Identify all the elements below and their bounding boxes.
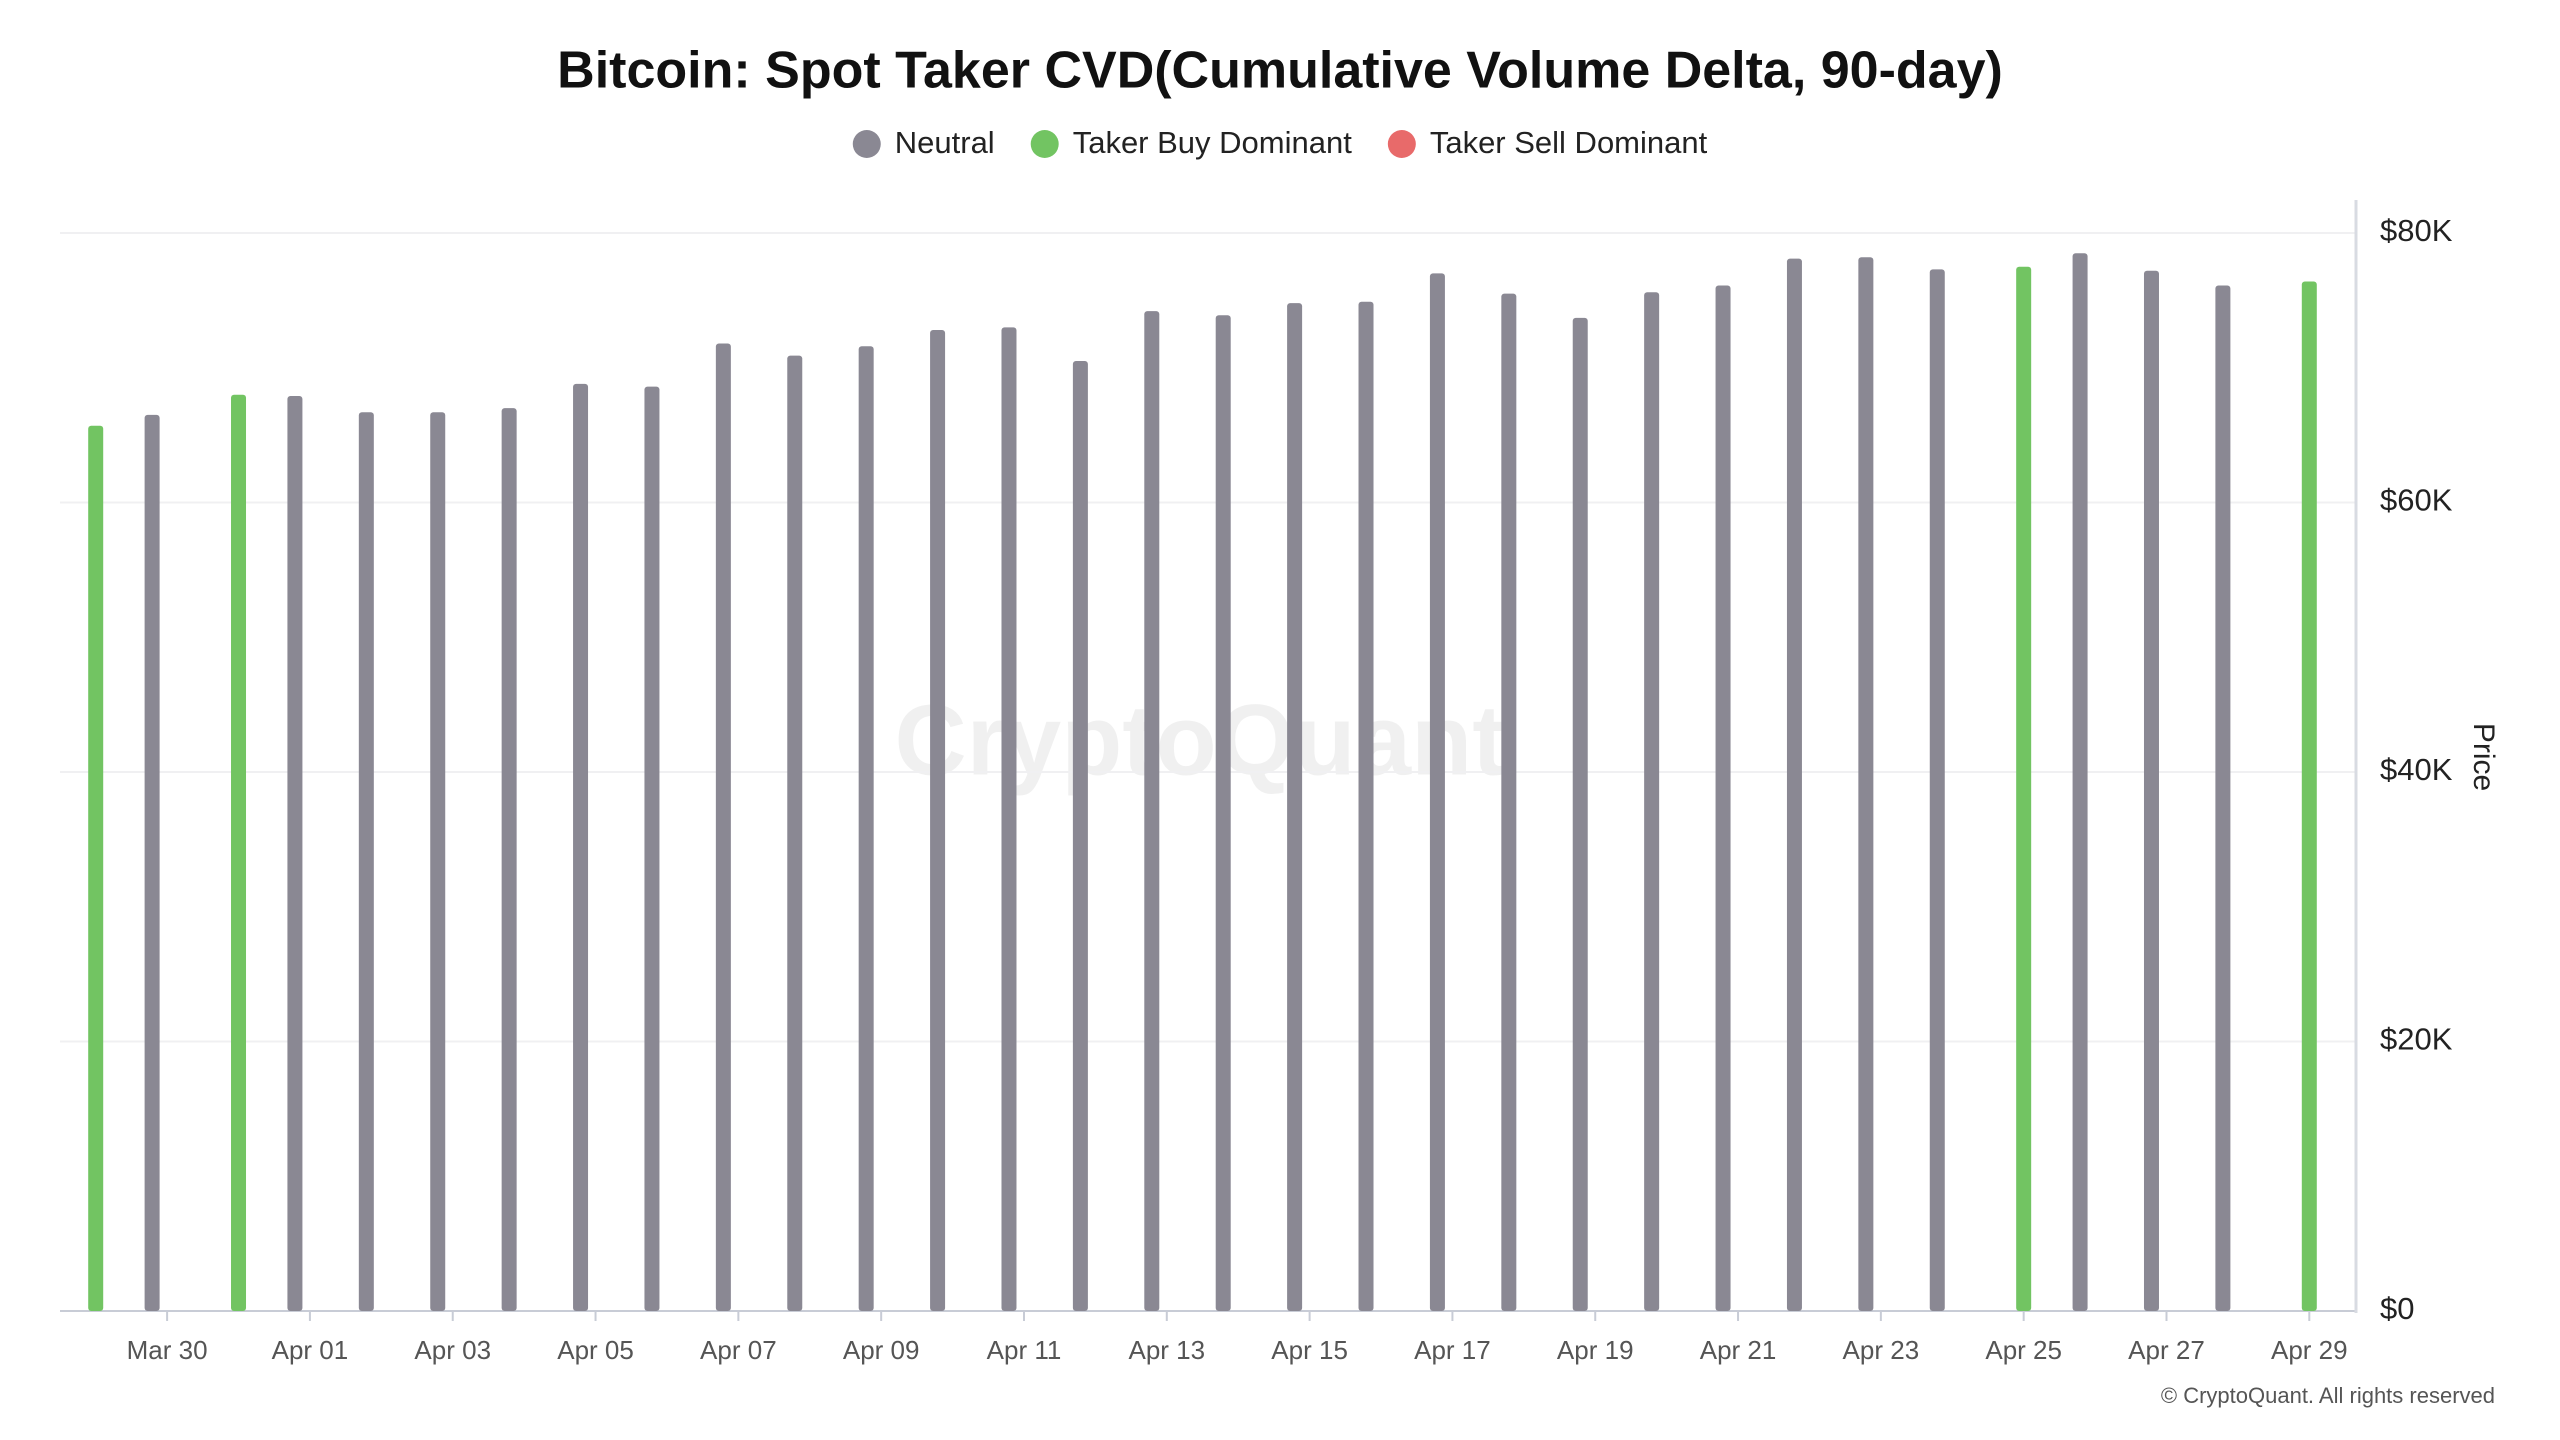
- y-tick-label: $80K: [2380, 213, 2453, 248]
- bar: [1786, 258, 1802, 1311]
- legend-marker: [1387, 130, 1416, 158]
- x-tick-label: Apr 01: [272, 1335, 349, 1365]
- bar: [1644, 292, 1660, 1311]
- x-tick-label: Apr 19: [1557, 1335, 1634, 1365]
- bar: [2301, 281, 2317, 1311]
- bar: [930, 330, 946, 1311]
- x-tick-label: Apr 03: [414, 1335, 491, 1365]
- x-tick-label: Apr 25: [1985, 1335, 2062, 1365]
- bar: [287, 396, 303, 1311]
- bar: [1429, 273, 1445, 1311]
- bar: [2143, 270, 2159, 1312]
- bar: [715, 343, 731, 1311]
- bar: [231, 394, 247, 1311]
- y-axis-title: Price: [2467, 723, 2500, 791]
- bar: [501, 408, 517, 1311]
- y-tick-label: $20K: [2380, 1022, 2453, 1057]
- y-tick-label: $0: [2380, 1291, 2414, 1326]
- legend-label: Taker Buy Dominant: [1073, 125, 1353, 160]
- bar: [1001, 327, 1017, 1311]
- bar: [1215, 315, 1231, 1311]
- bar: [88, 425, 104, 1311]
- x-tick-label: Apr 13: [1128, 1335, 1205, 1365]
- y-tick-label: $40K: [2380, 752, 2453, 787]
- x-tick-label: Apr 21: [1700, 1335, 1777, 1365]
- x-tick-label: Apr 09: [843, 1335, 920, 1365]
- legend-label: Taker Sell Dominant: [1430, 125, 1708, 160]
- chart-title: Bitcoin: Spot Taker CVD(Cumulative Volum…: [557, 42, 2003, 100]
- x-tick-label: Mar 30: [127, 1335, 208, 1365]
- bar: [1358, 301, 1374, 1311]
- bar: [1144, 311, 1160, 1311]
- bar: [858, 346, 874, 1311]
- legend-marker: [1030, 130, 1059, 158]
- x-tick-label: Apr 07: [700, 1335, 777, 1365]
- legend-label: Neutral: [895, 125, 995, 160]
- bar: [1858, 257, 1874, 1311]
- bar: [787, 355, 803, 1311]
- bar: [2215, 285, 2231, 1311]
- bar: [1929, 269, 1945, 1311]
- bar: [1072, 361, 1088, 1311]
- x-tick-label: Apr 05: [557, 1335, 634, 1365]
- x-tick-label: Apr 27: [2128, 1335, 2205, 1365]
- bar: [1572, 317, 1588, 1312]
- x-tick-label: Apr 15: [1271, 1335, 1348, 1365]
- bar: [2072, 253, 2088, 1311]
- x-tick-label: Apr 11: [987, 1335, 1062, 1365]
- watermark: CryptoQuant: [894, 684, 1505, 796]
- bar: [1501, 293, 1517, 1311]
- x-tick-label: Apr 29: [2271, 1335, 2348, 1365]
- bar: [644, 386, 660, 1311]
- credit: © CryptoQuant. All rights reserved: [2161, 1383, 2495, 1408]
- bar: [144, 414, 160, 1312]
- bar: [2016, 266, 2032, 1311]
- x-tick-label: Apr 17: [1414, 1335, 1491, 1365]
- bar: [1287, 303, 1303, 1311]
- bar: [430, 412, 446, 1311]
- bar: [573, 383, 589, 1311]
- x-tick-label: Apr 23: [1843, 1335, 1920, 1365]
- legend-marker: [852, 130, 881, 158]
- bar: [358, 412, 374, 1311]
- bar: [1715, 285, 1731, 1311]
- y-tick-label: $60K: [2380, 483, 2453, 518]
